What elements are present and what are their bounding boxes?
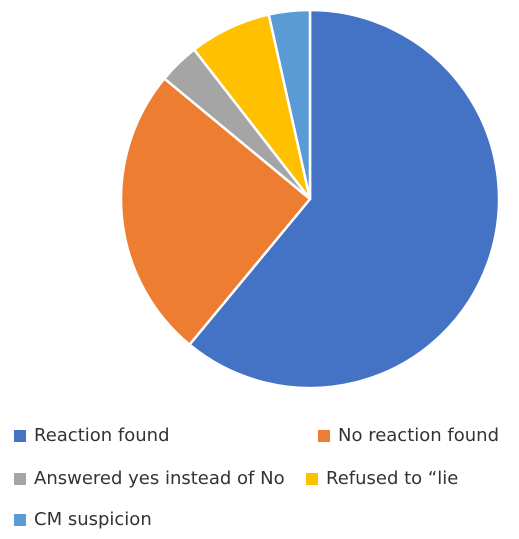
legend-item-answered-yes-instead-of-no: Answered yes instead of No (14, 465, 285, 493)
legend-label: Reaction found (34, 425, 170, 446)
legend-swatch (306, 473, 318, 485)
legend-item-reaction-found: Reaction found (14, 422, 170, 450)
pie-slice-2 (119, 77, 312, 346)
legend-label: Answered yes instead of No (34, 468, 285, 489)
legend-label: CM suspicion (34, 509, 152, 530)
legend-label: Refused to “lie (326, 468, 459, 489)
pie-plot-area (119, 8, 501, 390)
pie-slice-5 (267, 8, 312, 201)
legend-item-refused-to-lie: Refused to “lie (306, 465, 458, 493)
legend-label: No reaction found (338, 425, 499, 446)
pie-slice-1 (188, 8, 501, 390)
legend-swatch (14, 514, 26, 526)
legend-swatch (14, 473, 26, 485)
legend-item-cm-suspicion: CM suspicion (14, 506, 152, 534)
legend-swatch (14, 430, 26, 442)
legend-item-no-reaction-found: No reaction found (318, 422, 499, 450)
legend-swatch (318, 430, 330, 442)
